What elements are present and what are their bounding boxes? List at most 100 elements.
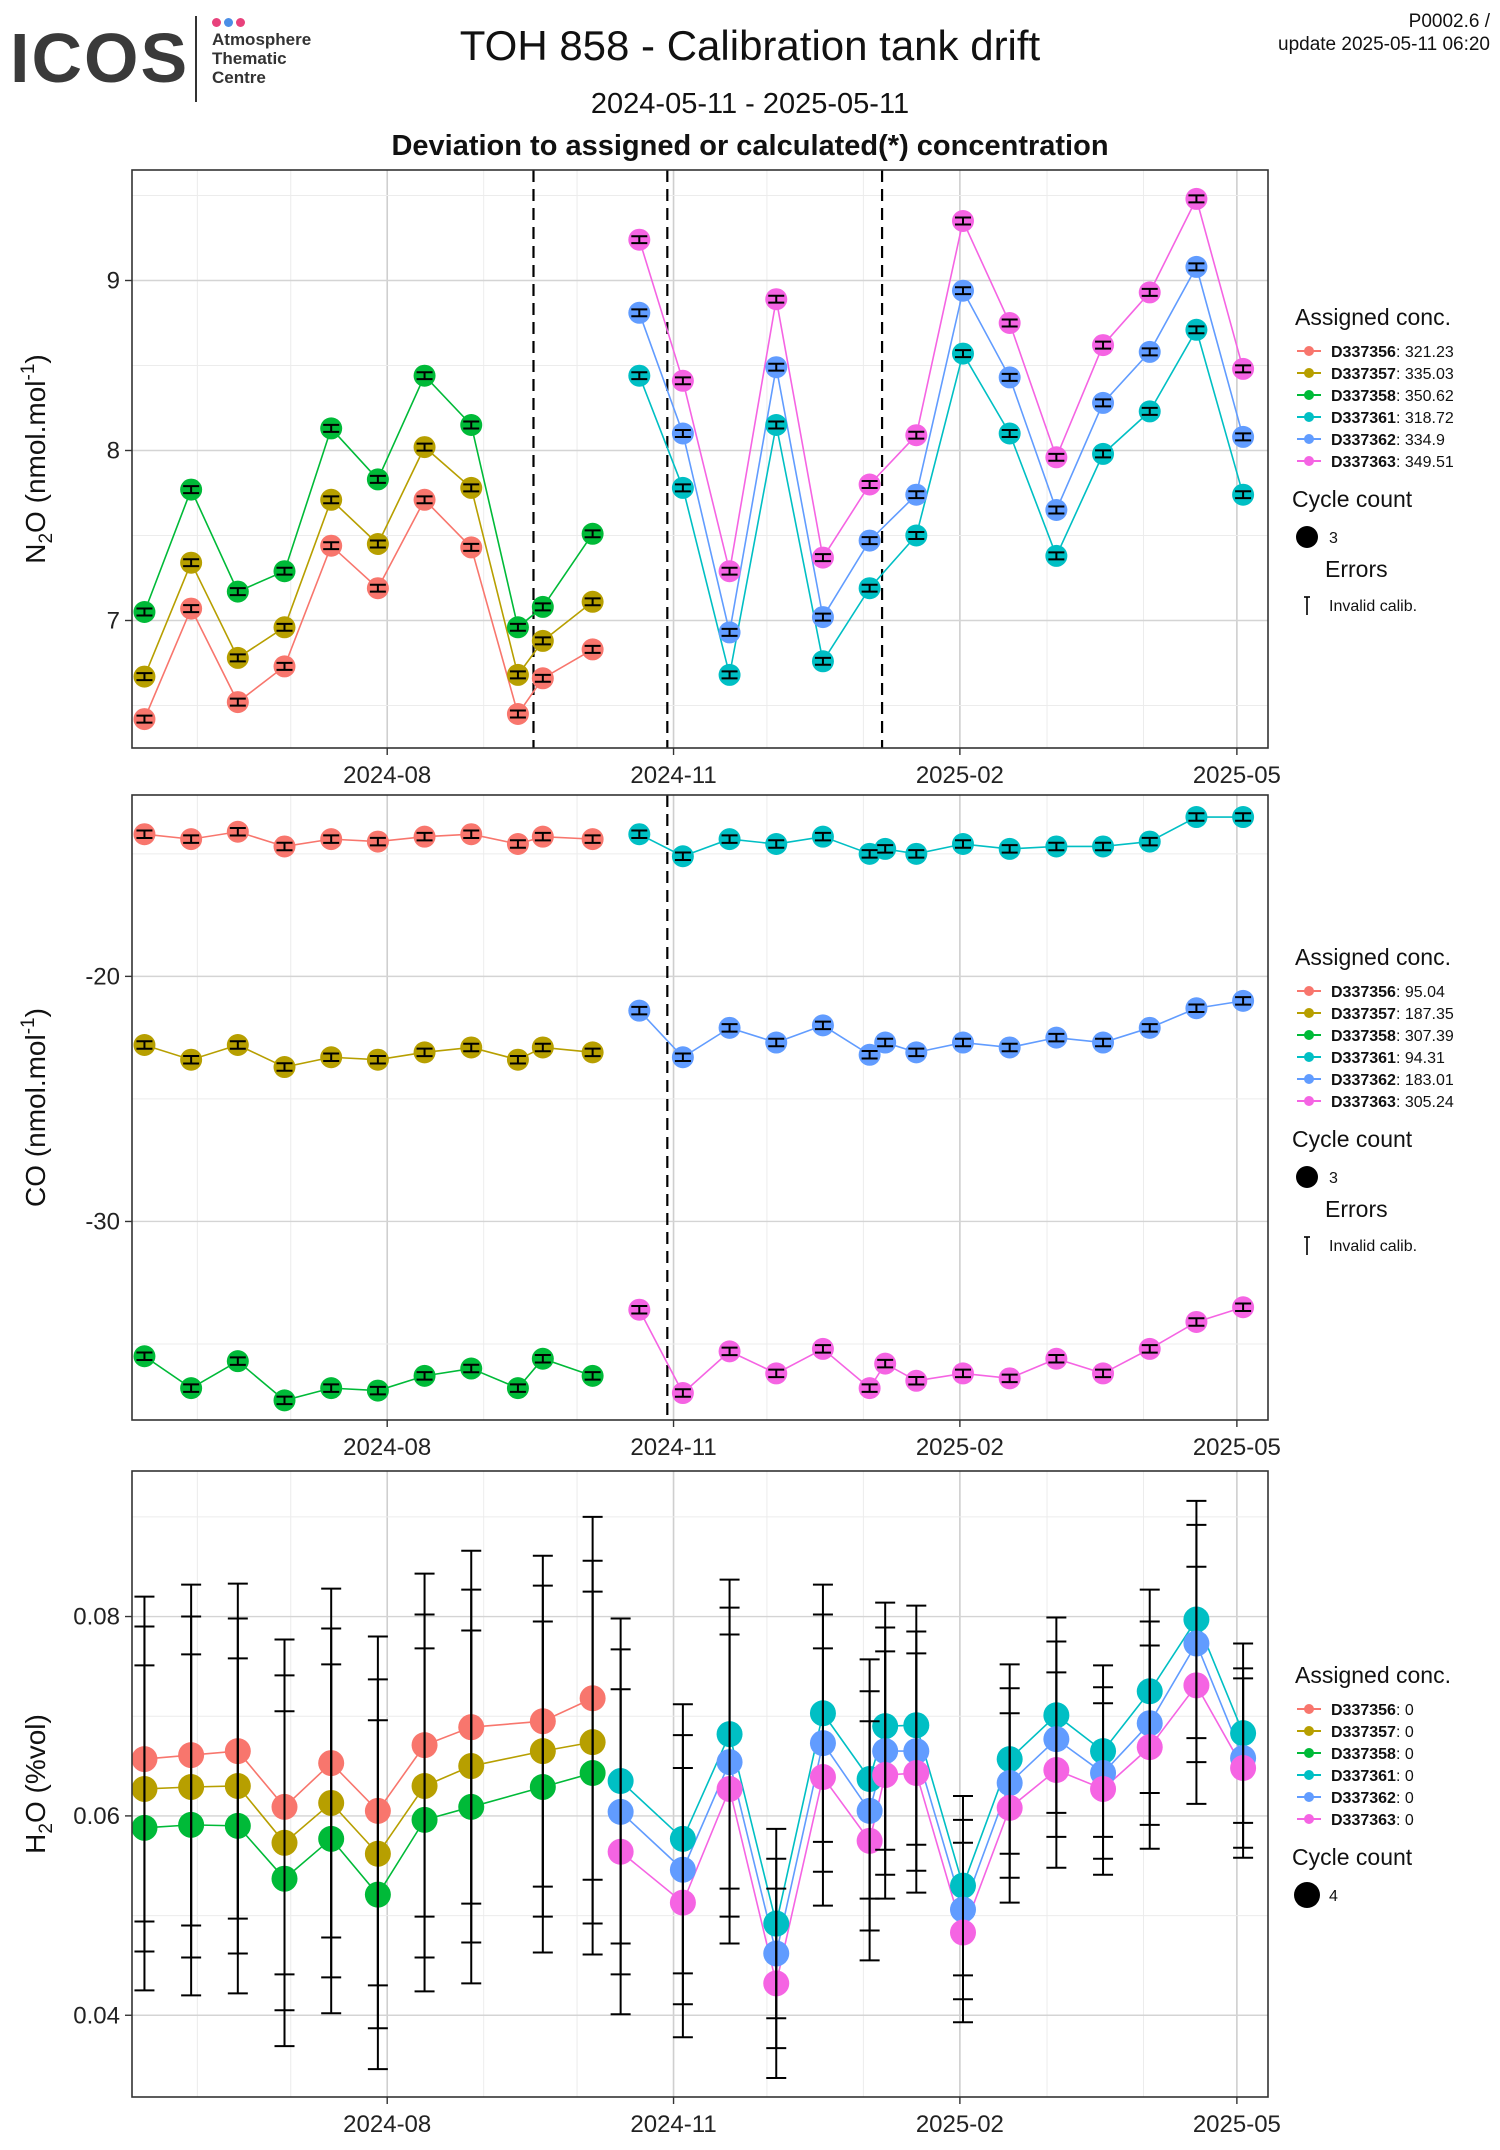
legend-key-point	[1304, 434, 1314, 444]
date-range: 2024-05-11 - 2025-05-11	[590, 88, 910, 120]
h2o-panel: 2024-08 2024-11 2025-02 2025-05 0.04 0.06 0.08…	[0, 1465, 1500, 2145]
legend-cycle-value: 4	[1329, 1888, 1338, 1905]
update-timestamp: update 2025-05-11 06:20	[1278, 34, 1490, 55]
legend-errors-label: Invalid calib.	[1329, 598, 1417, 615]
plot-background	[132, 795, 1268, 1420]
legend-key-point	[1304, 1814, 1314, 1824]
logo-dots-icon	[212, 14, 248, 32]
legend-entry: D337357: 335.03	[1331, 366, 1454, 383]
n2o-chart: 2024-08 2024-11 2025-02 2025-05 7 8 9 N2O (nmol…	[18, 169, 1454, 789]
logo-sub-line: Atmosphere	[212, 30, 312, 49]
n2o-panel: 2024-08 2024-11 2025-02 2025-05 7 8 9 N2O (nmol…	[0, 160, 1500, 800]
legend-entry: D337356: 321.23	[1331, 344, 1454, 361]
series-line-d337362	[638, 264, 1244, 633]
x-tick-label: 2024-08	[343, 1434, 431, 1460]
legend-entry: D337358: 350.62	[1331, 388, 1454, 405]
x-tick-label: 2025-02	[916, 1434, 1004, 1460]
legend-cycle-title: Cycle count	[1292, 1844, 1413, 1870]
logo-sub-line: Thematic	[212, 49, 287, 68]
legend-entry: D337363: 0	[1331, 1812, 1414, 1829]
legend-key-point	[1304, 390, 1314, 400]
legend-title: Assigned conc.	[1295, 944, 1451, 970]
legend-entry: D337357: 0	[1331, 1724, 1414, 1741]
y-axis-label: CO (nmol.mol-1)	[18, 1008, 51, 1207]
legend-key-point	[1304, 368, 1314, 378]
legend-entry: D337356: 95.04	[1331, 984, 1445, 1001]
page-title: TOH 858 - Calibration tank drift	[459, 22, 1041, 69]
legend-cycle-point	[1296, 526, 1318, 548]
x-tick-label: 2024-11	[630, 1434, 716, 1460]
y-tick-label: 9	[107, 268, 120, 295]
chart-subtitle: Deviation to assigned or calculated(*) c…	[391, 130, 1109, 162]
plot-border	[131, 794, 1269, 1421]
product-code: P0002.6 /	[1408, 11, 1490, 32]
legend-key-point	[1304, 1008, 1314, 1018]
y-tick-label: -30	[85, 1208, 120, 1235]
co-panel: 2024-08 2024-11 2025-02 2025-05 -20 -30 CO (nm…	[0, 790, 1500, 1461]
series-line-d337363	[638, 196, 1244, 572]
y-tick-label: 0.08	[73, 1604, 120, 1631]
legend-cycle-point	[1294, 1882, 1320, 1908]
legend-entry: D337358: 0	[1331, 1746, 1414, 1763]
legend-entry: D337361: 318.72	[1331, 410, 1454, 427]
legend-key-point	[1304, 1074, 1314, 1084]
y-tick-label: 0.04	[73, 2002, 120, 2029]
legend-title: Assigned conc.	[1295, 304, 1451, 330]
logo-subtitle: Atmosphere Thematic Centre	[212, 30, 311, 87]
legend-cycle-title: Cycle count	[1292, 486, 1413, 512]
legend-key-point	[1304, 986, 1314, 996]
legend-key-point	[1304, 412, 1314, 422]
x-tick-label: 2025-05	[1193, 1434, 1281, 1460]
series-line-d337356	[144, 1697, 593, 1813]
x-tick-label: 2025-02	[916, 762, 1004, 789]
y-axis-label: N2O (nmol.mol-1)	[18, 354, 57, 564]
plot-background	[132, 1471, 1268, 2097]
y-tick-label: -20	[85, 963, 120, 990]
series-line-d337357	[144, 1741, 593, 1856]
y-tick-label: 0.06	[73, 1803, 120, 1830]
header: ICOS Atmosphere Thematic Centre TOH 858 …	[0, 0, 1500, 170]
legend-key-point	[1304, 1030, 1314, 1040]
legend-entry: D337357: 187.35	[1331, 1006, 1454, 1023]
legend-entry: D337361: 94.31	[1331, 1050, 1445, 1067]
x-tick-label: 2024-08	[343, 2111, 431, 2138]
legend-key-point	[1304, 1726, 1314, 1736]
x-tick-label: 2024-11	[630, 2111, 716, 2138]
logo-separator	[195, 16, 197, 102]
legend-cycle-point	[1296, 1166, 1318, 1188]
legend-entry: D337362: 0	[1331, 1790, 1414, 1807]
legend-cycle-value: 3	[1329, 1170, 1338, 1187]
plot-border	[131, 1470, 1269, 2098]
series-line-d337358	[144, 1772, 593, 1897]
logo-sub-line: Centre	[212, 68, 266, 87]
x-tick-label: 2024-11	[630, 762, 716, 789]
legend-errors-label: Invalid calib.	[1329, 1238, 1417, 1255]
legend-cycle-title: Cycle count	[1292, 1126, 1413, 1152]
h2o-chart: 2024-08 2024-11 2025-02 2025-05 0.04 0.06 0.08…	[20, 1470, 1451, 2138]
icos-logo-text: ICOS	[10, 19, 190, 97]
y-axis-label: H2O (%vol)	[20, 1714, 57, 1854]
x-tick-label: 2025-05	[1193, 2111, 1281, 2138]
x-tick-label: 2025-05	[1193, 762, 1281, 789]
legend-errors-title: Errors	[1325, 1196, 1388, 1222]
legend-entry: D337363: 305.24	[1331, 1094, 1454, 1111]
update-info: P0002.6 / update 2025-05-11 06:20	[1278, 10, 1490, 56]
y-tick-label: 7	[107, 608, 120, 635]
legend-entry: D337361: 0	[1331, 1768, 1414, 1785]
legend-key-point	[1304, 346, 1314, 356]
legend-entry: D337358: 307.39	[1331, 1028, 1454, 1045]
plot-border	[131, 169, 1269, 749]
legend-key-point	[1304, 456, 1314, 466]
x-tick-label: 2025-02	[916, 2111, 1004, 2138]
legend-entry: D337362: 183.01	[1331, 1072, 1454, 1089]
legend-entry: D337363: 349.51	[1331, 454, 1454, 471]
legend-key-point	[1304, 1704, 1314, 1714]
legend-entry: D337362: 334.9	[1331, 432, 1445, 449]
legend-key-point	[1304, 1792, 1314, 1802]
legend-entry: D337356: 0	[1331, 1702, 1414, 1719]
co-chart: 2024-08 2024-11 2025-02 2025-05 -20 -30 CO (nm…	[18, 794, 1454, 1461]
legend-key-point	[1304, 1052, 1314, 1062]
legend-cycle-value: 3	[1329, 530, 1338, 547]
legend-key-point	[1304, 1096, 1314, 1106]
legend-errors-title: Errors	[1325, 556, 1388, 582]
